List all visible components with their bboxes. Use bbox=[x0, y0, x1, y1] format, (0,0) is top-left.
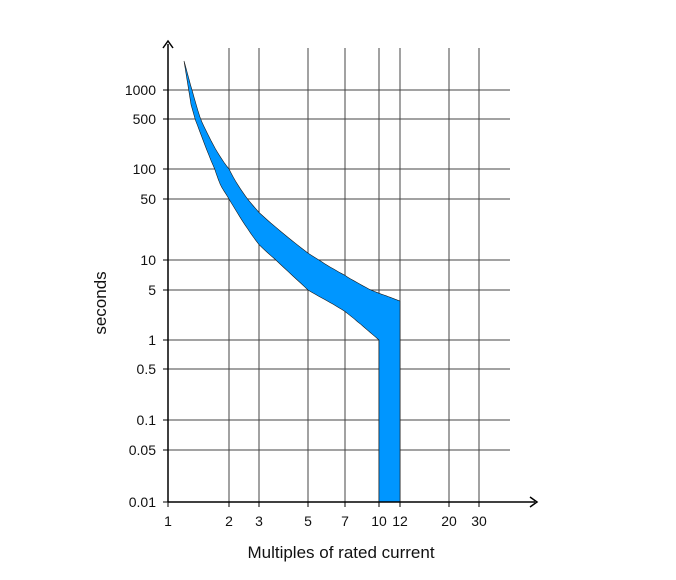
y-tick-label: 100 bbox=[133, 161, 157, 177]
axes bbox=[162, 39, 539, 508]
x-tick-label: 20 bbox=[441, 513, 457, 529]
y-tick-label: 0.1 bbox=[137, 412, 157, 428]
x-tick-label: 3 bbox=[255, 513, 263, 529]
y-tick-label: 5 bbox=[148, 282, 156, 298]
x-tick-labels: 1 2 3 5 7 10 12 20 30 bbox=[164, 513, 487, 529]
x-tick-label: 2 bbox=[225, 513, 233, 529]
y-axis-title: seconds bbox=[91, 271, 110, 334]
x-tick-label: 1 bbox=[164, 513, 172, 529]
y-tick-label: 1000 bbox=[125, 82, 156, 98]
trip-band bbox=[183, 60, 401, 503]
x-tick-label: 7 bbox=[341, 513, 349, 529]
x-tick-label: 5 bbox=[304, 513, 312, 529]
y-tick-label: 10 bbox=[140, 252, 156, 268]
x-tick-label: 10 bbox=[371, 513, 387, 529]
band-layer bbox=[183, 60, 401, 503]
y-tick-label: 500 bbox=[133, 111, 157, 127]
y-tick-label: 0.01 bbox=[129, 494, 156, 510]
y-tick-label: 50 bbox=[140, 191, 156, 207]
y-tick-label: 1 bbox=[148, 332, 156, 348]
x-tick-label: 30 bbox=[471, 513, 487, 529]
x-tick-label: 12 bbox=[392, 513, 408, 529]
y-tick-label: 0.05 bbox=[129, 442, 156, 458]
y-tick-labels: 0.01 0.05 0.1 0.5 1 5 10 50 100 500 1000 bbox=[125, 82, 156, 510]
y-tick-label: 0.5 bbox=[137, 361, 157, 377]
x-axis-title: Multiples of rated current bbox=[247, 543, 434, 562]
x-axis-arrow bbox=[529, 496, 539, 508]
y-axis-arrow bbox=[162, 39, 174, 49]
